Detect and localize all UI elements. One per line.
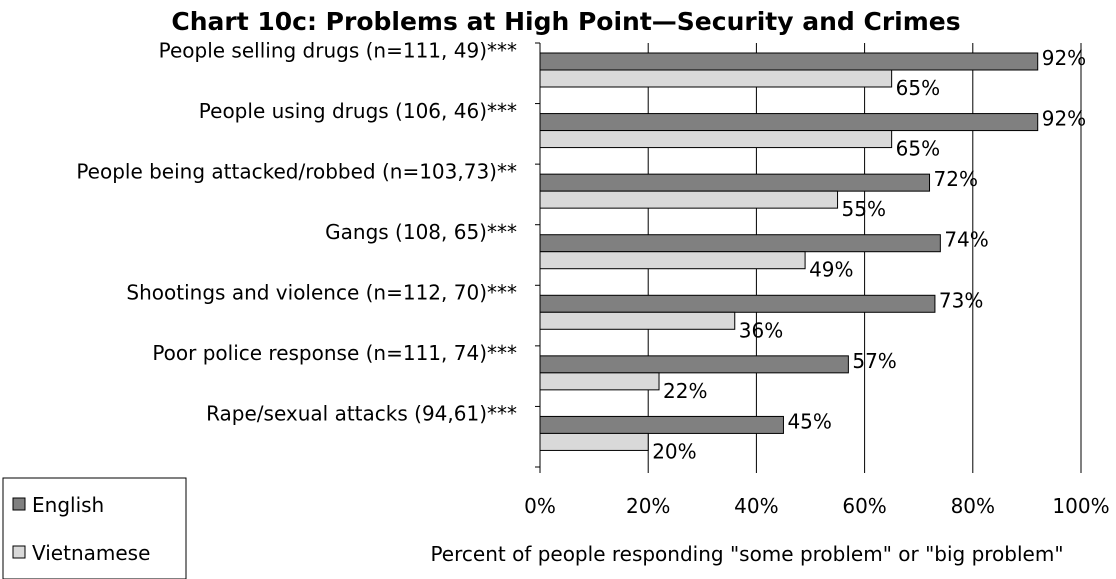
bar-english [539, 113, 1039, 132]
bar-english [539, 355, 849, 374]
bar-vietnamese [539, 130, 893, 149]
data-label-english: 92% [1042, 107, 1086, 131]
data-label-vietnamese: 22% [663, 379, 707, 403]
legend-label-vietnamese: Vietnamese [32, 541, 150, 565]
data-label-vietnamese: 65% [896, 137, 940, 161]
bar-english [539, 294, 936, 313]
bar-english [539, 173, 931, 192]
bar-vietnamese [539, 69, 893, 88]
legend-label-english: English [32, 493, 104, 517]
data-label-english: 57% [852, 349, 896, 373]
x-tick-label: 100% [1052, 494, 1109, 518]
x-tick-label: 20% [626, 494, 670, 518]
category-label: People using drugs (106, 46)*** [199, 99, 517, 123]
bar-vietnamese [539, 311, 736, 330]
x-tick-label: 80% [951, 494, 995, 518]
data-label-vietnamese: 55% [842, 197, 886, 221]
data-label-vietnamese: 65% [896, 76, 940, 100]
data-label-english: 92% [1042, 46, 1086, 70]
bar-vietnamese [539, 432, 649, 451]
bar-english [539, 234, 941, 253]
data-label-english: 74% [944, 228, 988, 252]
category-label: Shootings and violence (n=112, 70)*** [126, 281, 517, 305]
chart-title: Chart 10c: Problems at High Point—Securi… [171, 7, 960, 36]
legend-swatch-vietnamese [12, 545, 26, 559]
bar-vietnamese [539, 251, 806, 270]
bar-vietnamese [539, 372, 660, 391]
tick-labels: 0% 20% 40% 60% 80% 100% [524, 494, 1109, 518]
data-label-english: 72% [934, 167, 978, 191]
data-label-english: 45% [787, 409, 831, 433]
data-label-vietnamese: 20% [652, 439, 696, 463]
data-label-english: 73% [939, 288, 983, 312]
category-label: People being attacked/robbed (n=103,73)*… [76, 159, 517, 183]
bars [539, 52, 1039, 451]
category-label: People selling drugs (n=111, 49)*** [159, 38, 517, 62]
data-labels: 92% 65% 92% 65% 72% 55% 74% 49% 73% 36% 57% 22% 45% 2… [652, 46, 1086, 463]
data-label-vietnamese: 49% [809, 258, 853, 282]
legend-box [2, 477, 187, 579]
bar-english [539, 415, 784, 434]
category-label: Rape/sexual attacks (94,61)*** [206, 402, 517, 426]
category-label: Gangs (108, 65)*** [325, 220, 517, 244]
legend: English Vietnamese [2, 477, 187, 579]
x-axis-title: Percent of people responding "some probl… [430, 542, 1063, 566]
bar-english [539, 52, 1039, 71]
data-label-vietnamese: 36% [739, 318, 783, 342]
category-labels: People selling drugs (n=111, 49)*** Peopl… [76, 38, 517, 425]
legend-swatch-english [12, 497, 26, 511]
x-tick-label: 0% [524, 494, 556, 518]
x-tick-label: 40% [734, 494, 778, 518]
bar-vietnamese [539, 190, 839, 209]
axes [535, 42, 1082, 473]
x-tick-label: 60% [842, 494, 886, 518]
category-label: Poor police response (n=111, 74)*** [152, 341, 517, 365]
